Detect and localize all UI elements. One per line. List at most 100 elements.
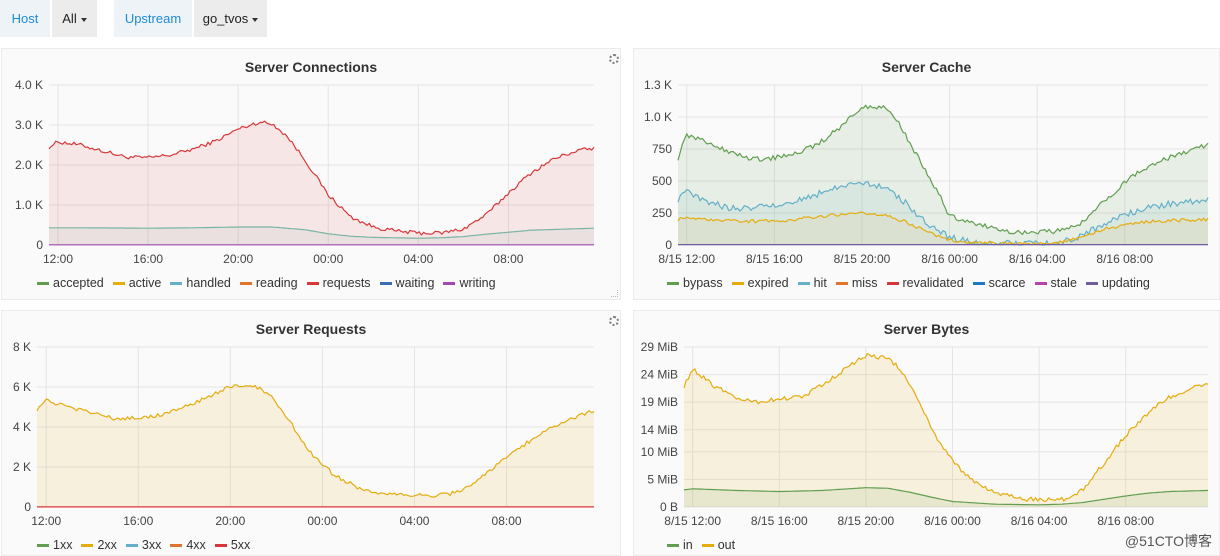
legend-swatch [379, 281, 392, 285]
legend-label: stale [1050, 276, 1077, 290]
legend-item-3xx[interactable]: 3xx [125, 538, 162, 552]
upstream-dropdown[interactable]: go_tvos [194, 0, 267, 37]
series-line-accepted [49, 226, 595, 239]
x-tick-label: 8/15 16:00 [746, 252, 803, 266]
series-area-accepted [49, 227, 594, 245]
y-tick-label: 1.0 K [15, 198, 43, 212]
x-tick-label: 8/15 20:00 [838, 514, 895, 528]
y-tick-label: 2 K [13, 460, 31, 474]
x-tick-label: 8/15 16:00 [751, 514, 808, 528]
legend-swatch [835, 281, 848, 285]
series-line-bypass [677, 104, 1209, 236]
legend: in out [667, 538, 744, 552]
legend-label: active [128, 276, 162, 290]
caret-down-icon [252, 17, 259, 22]
legend-label: 2xx [97, 538, 117, 552]
legend-item-requests[interactable]: requests [306, 276, 371, 290]
y-tick-label: 1.0 K [644, 110, 672, 124]
legend-label: in [683, 538, 693, 552]
legend-item-reading[interactable]: reading [239, 276, 298, 290]
legend-swatch [306, 281, 319, 285]
x-tick-label: 08:00 [492, 514, 522, 528]
y-tick-label: 0 [665, 238, 672, 252]
x-tick-label: 8/16 08:00 [1096, 252, 1153, 266]
legend-item-expired[interactable]: expired [731, 276, 789, 290]
panel-title[interactable]: Server Cache [881, 59, 972, 75]
legend: 1xx 2xx 3xx 4xx 5xx [37, 538, 259, 552]
x-tick-label: 8/16 00:00 [924, 514, 981, 528]
legend-item-waiting[interactable]: waiting [379, 276, 434, 290]
legend-swatch [443, 281, 456, 285]
chart-server-requests: 8 K 6 K 4 K 2 K 012:00 16:00 20:00 00:00 04:00 08… [13, 340, 595, 528]
legend-swatch [886, 281, 899, 285]
panel-title[interactable]: Server Requests [255, 321, 367, 337]
y-tick-label: 0 B [660, 500, 678, 514]
y-tick-label: 0 [24, 500, 31, 514]
y-tick-label: 4 K [13, 420, 31, 434]
x-tick-label: 00:00 [307, 514, 337, 528]
legend-item-handled[interactable]: handled [170, 276, 231, 290]
legend-swatch [37, 281, 49, 285]
x-tick-label: 8/16 00:00 [921, 252, 978, 266]
legend-item-scarce[interactable]: scarce [972, 276, 1026, 290]
legend-item-writing[interactable]: writing [443, 276, 496, 290]
legend-swatch [731, 281, 744, 285]
legend-item-miss[interactable]: miss [835, 276, 878, 290]
panel-title[interactable]: Server Connections [244, 59, 378, 75]
series-area-requests [49, 121, 594, 245]
legend-swatch [1034, 281, 1047, 285]
legend-swatch [667, 543, 679, 547]
legend-swatch [701, 543, 714, 547]
legend-label: hit [813, 276, 827, 290]
series-line-hit [677, 181, 1209, 246]
legend-swatch [239, 281, 252, 285]
legend-label: revalidated [902, 276, 964, 290]
legend-item-in[interactable]: in [667, 538, 693, 552]
series-line-requests [48, 120, 595, 236]
legend-label: 3xx [141, 538, 162, 552]
legend-item-1xx[interactable]: 1xx [37, 538, 72, 552]
y-tick-label: 14 MiB [641, 423, 678, 437]
legend-item-5xx[interactable]: 5xx [214, 538, 251, 552]
x-tick-label: 8/15 12:00 [664, 514, 721, 528]
legend-item-bypass[interactable]: bypass [667, 276, 723, 290]
legend-item-4xx[interactable]: 4xx [170, 538, 206, 552]
host-dropdown-value: All [62, 11, 77, 26]
legend-swatch [170, 281, 183, 285]
legend-item-stale[interactable]: stale [1034, 276, 1077, 290]
panel-title[interactable]: Server Bytes [883, 321, 970, 337]
legend-item-hit[interactable]: hit [797, 276, 827, 290]
legend-swatch [125, 543, 138, 547]
legend-label: 5xx [230, 538, 251, 552]
legend-label: writing [459, 276, 496, 290]
upstream-label: Upstream [114, 0, 192, 37]
series-line-2xx [36, 384, 595, 498]
legend-item-updating[interactable]: updating [1085, 276, 1150, 290]
y-tick-label: 8 K [13, 340, 31, 354]
upstream-dropdown-value: go_tvos [202, 11, 249, 26]
loading-spinner-icon [609, 316, 619, 326]
series-area-2xx [37, 384, 594, 507]
legend-swatch [667, 281, 679, 285]
legend-swatch [112, 281, 125, 285]
legend-label: requests [322, 276, 371, 290]
y-tick-label: 4.0 K [15, 78, 43, 92]
series-line-in [683, 487, 1209, 506]
y-tick-label: 19 MiB [641, 395, 678, 409]
panel-server-bytes: Server Bytes 29 MiB 24 MiB 19 MiB 14 MiB 10 … [633, 310, 1220, 556]
legend-item-revalidated[interactable]: revalidated [886, 276, 964, 290]
resize-handle-icon[interactable] [611, 290, 618, 297]
x-tick-label: 8/16 08:00 [1097, 514, 1154, 528]
legend-swatch [1085, 281, 1098, 285]
legend-item-active[interactable]: active [112, 276, 162, 290]
legend-item-out[interactable]: out [701, 538, 735, 552]
legend-item-2xx[interactable]: 2xx [81, 538, 117, 552]
legend-swatch [797, 281, 810, 285]
series-area-hit [678, 181, 1208, 245]
host-dropdown[interactable]: All [52, 0, 97, 37]
y-tick-label: 6 K [13, 380, 31, 394]
legend-item-accepted[interactable]: accepted [37, 276, 104, 290]
y-tick-label: 250 [652, 206, 672, 220]
x-tick-label: 08:00 [493, 252, 523, 266]
x-tick-label: 8/15 12:00 [658, 252, 715, 266]
